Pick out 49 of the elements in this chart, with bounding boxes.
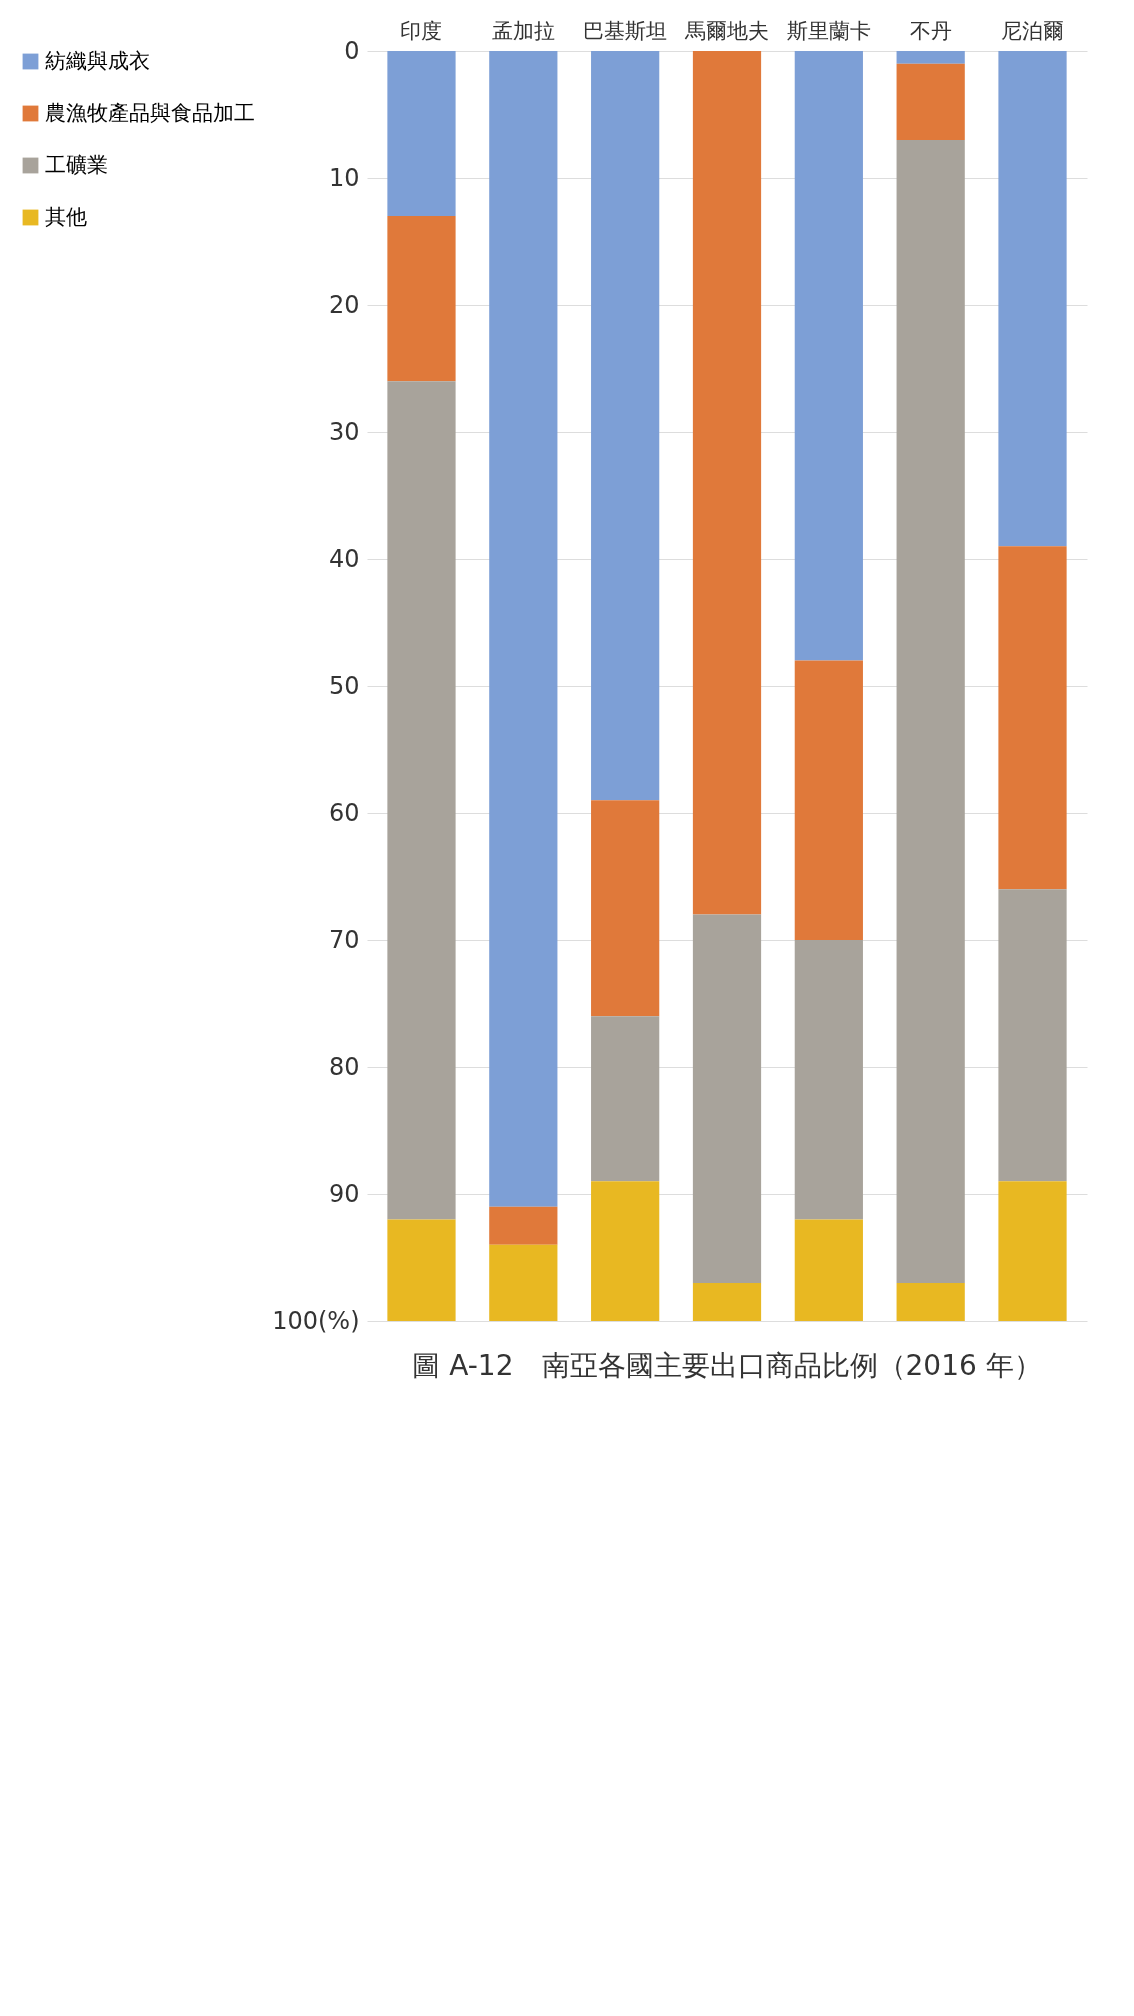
x-tick-label: 印度 (400, 18, 443, 43)
y-tick-label: 20 (328, 290, 360, 319)
y-tick-label: 80 (328, 1052, 360, 1081)
bar (387, 1219, 456, 1321)
bar (692, 1282, 762, 1321)
legend-label: 其他 (45, 204, 87, 229)
bar (896, 63, 965, 140)
bar (489, 1244, 558, 1321)
y-tick-label: 40 (328, 544, 360, 573)
y-tick-label: 100(%) (272, 1306, 360, 1335)
legend-label: 農漁牧產品與食品加工 (45, 100, 255, 125)
text: 圖 A-12 南亞各國主要出口商品比例（2016 年） (412, 1349, 1042, 1382)
bar (591, 51, 660, 801)
bar (591, 800, 660, 1017)
y-tick-label: 50 (328, 671, 360, 700)
bar (998, 889, 1067, 1182)
bar (387, 381, 456, 1220)
x-tick-label: 巴基斯坦 (583, 18, 668, 43)
bar (489, 51, 558, 1207)
y-tick-label: 70 (328, 925, 360, 954)
bar (387, 51, 456, 217)
bar (998, 1181, 1067, 1321)
bar (591, 1181, 660, 1321)
bar (998, 546, 1067, 890)
y-tick-label: 60 (328, 798, 360, 827)
x-tick-label: 尼泊爾 (1001, 18, 1065, 43)
bar (692, 914, 762, 1283)
bar (794, 1219, 863, 1321)
y-tick-label: 30 (328, 417, 360, 446)
y-tick-label: 90 (328, 1179, 360, 1208)
x-tick-label: 孟加拉 (491, 18, 555, 43)
bar (794, 940, 863, 1220)
legend-label: 紡織與成衣 (45, 48, 150, 73)
bar (591, 1016, 660, 1182)
bar (896, 51, 965, 64)
bar (896, 1282, 965, 1321)
y-tick-label: 0 (344, 36, 360, 65)
bar (896, 139, 965, 1283)
bar (387, 216, 456, 382)
y-tick-label: 10 (328, 163, 360, 192)
bar (489, 1206, 558, 1245)
x-tick-label: 馬爾地夫 (684, 18, 769, 43)
bar (692, 51, 762, 915)
bar (794, 660, 863, 940)
bar (998, 51, 1067, 547)
bar (794, 51, 863, 661)
x-tick-label: 斯里蘭卡 (786, 18, 871, 43)
x-tick-label: 不丹 (909, 18, 952, 43)
legend-label: 工礦業 (45, 152, 108, 177)
